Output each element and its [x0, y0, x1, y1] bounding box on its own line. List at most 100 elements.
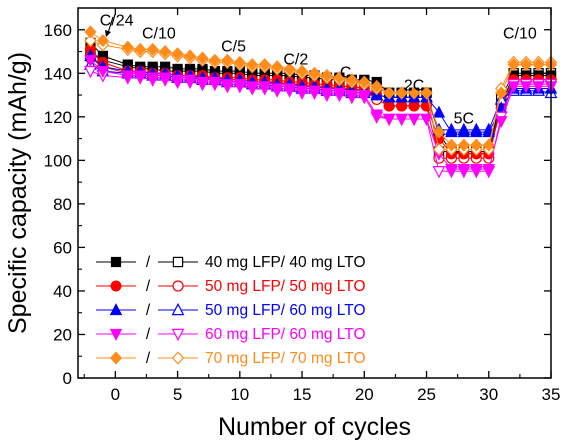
data-point — [420, 86, 433, 100]
data-point — [532, 81, 545, 94]
plot-frame — [77, 7, 552, 379]
data-point — [457, 163, 471, 176]
data-point — [420, 113, 433, 126]
data-point — [383, 100, 395, 112]
data-point — [121, 40, 134, 54]
data-point — [183, 74, 197, 87]
legend-marker-filled — [109, 328, 123, 341]
data-point — [283, 83, 296, 96]
data-point — [383, 86, 396, 100]
data-point — [495, 86, 508, 100]
data-point — [171, 47, 184, 61]
data-point — [233, 55, 246, 69]
data-point — [457, 138, 470, 152]
data-point — [520, 58, 533, 72]
x-tick-label: 0 — [111, 385, 120, 404]
data-point — [246, 81, 259, 94]
annotation-arrow — [107, 16, 114, 34]
data-point — [494, 116, 508, 129]
y-tick-label: 40 — [53, 282, 72, 301]
data-point — [432, 105, 446, 118]
data-point — [159, 44, 172, 59]
series-5-discharge-line — [90, 40, 551, 150]
data-point — [395, 113, 408, 126]
data-point — [482, 163, 495, 176]
data-point — [445, 163, 458, 176]
data-point — [96, 66, 110, 79]
legend-marker-open — [171, 351, 185, 365]
x-tick-label: 30 — [479, 385, 498, 404]
data-point — [258, 58, 271, 72]
rate-label: 2C — [404, 78, 424, 95]
data-point — [221, 53, 234, 67]
x-tick-label: 20 — [355, 385, 374, 404]
legend-separator: / — [146, 326, 151, 343]
annotation-arrow-head — [105, 30, 111, 37]
legend-label: 50 mg LFP/ 60 mg LTO — [205, 302, 366, 319]
legend-label: 40 mg LFP/ 40 mg LTO — [205, 254, 366, 271]
series-2-charge-line — [90, 49, 551, 155]
data-point — [183, 49, 197, 63]
x-tick-label: 15 — [293, 385, 312, 404]
legend: / 40 mg LFP/ 40 mg LTO / 50 mg LFP/ 50 mg L… — [96, 254, 366, 367]
data-point — [519, 81, 533, 94]
series-4 — [84, 55, 558, 179]
data-point — [432, 142, 446, 157]
y-tick-label: 20 — [53, 325, 72, 344]
data-point — [84, 33, 97, 48]
rate-label: C/24 — [100, 12, 134, 29]
rate-label: C/10 — [503, 25, 537, 42]
plot-area: C/24 C/10 C/5 C/2 C 2C 5C C/10 — [84, 12, 558, 179]
x-tick-label: 10 — [230, 385, 249, 404]
data-point — [208, 53, 222, 67]
data-point — [345, 73, 358, 87]
data-point — [84, 65, 97, 79]
legend-entry-2: / 50 mg LFP/ 50 mg LTO — [96, 278, 366, 295]
y-tick-label: 100 — [44, 151, 72, 170]
data-point — [134, 70, 147, 83]
data-point — [370, 109, 383, 122]
y-tick-label: 0 — [63, 369, 72, 388]
x-tick-label: 35 — [542, 385, 561, 404]
data-point — [196, 51, 209, 65]
data-point — [445, 125, 458, 138]
data-point — [146, 42, 159, 56]
data-point — [470, 138, 483, 152]
data-point — [233, 79, 247, 92]
legend-marker-open — [171, 302, 185, 316]
data-point — [271, 60, 284, 74]
data-point — [470, 163, 483, 176]
data-point — [482, 138, 495, 152]
axes: 0 5 10 15 20 25 30 35 0 20 40 60 80 100 120 140 160 — [44, 7, 561, 404]
data-point — [432, 166, 446, 179]
data-point — [532, 58, 545, 72]
rate-label: C/2 — [283, 52, 308, 69]
legend-marker-open — [172, 256, 184, 268]
data-point — [432, 125, 446, 139]
legend-marker-filled — [109, 351, 123, 365]
data-point — [283, 62, 296, 76]
data-point — [146, 72, 159, 85]
y-tick-label: 140 — [44, 64, 72, 83]
legend-marker-open — [172, 280, 184, 292]
rate-label: C/5 — [221, 39, 246, 56]
data-point — [196, 76, 209, 89]
y-tick-label: 60 — [53, 238, 72, 257]
data-point — [407, 86, 421, 100]
y-tick-label: 160 — [44, 21, 72, 40]
data-point — [345, 89, 359, 102]
legend-entry-1: / 40 mg LFP/ 40 mg LTO — [96, 254, 366, 271]
data-point — [457, 125, 471, 138]
data-point — [382, 113, 396, 126]
legend-label: 60 mg LFP/ 60 mg LTO — [205, 326, 366, 343]
legend-separator: / — [146, 254, 151, 271]
data-point — [270, 83, 284, 96]
data-point — [507, 81, 520, 94]
legend-entry-5: / 70 mg LFP/ 70 mg LTO — [96, 350, 366, 367]
y-tick-label: 120 — [44, 108, 72, 127]
rate-label: C — [340, 65, 352, 82]
data-point — [308, 66, 321, 80]
legend-entry-3: / 50 mg LFP/ 60 mg LTO — [96, 302, 366, 319]
data-point — [333, 71, 346, 85]
